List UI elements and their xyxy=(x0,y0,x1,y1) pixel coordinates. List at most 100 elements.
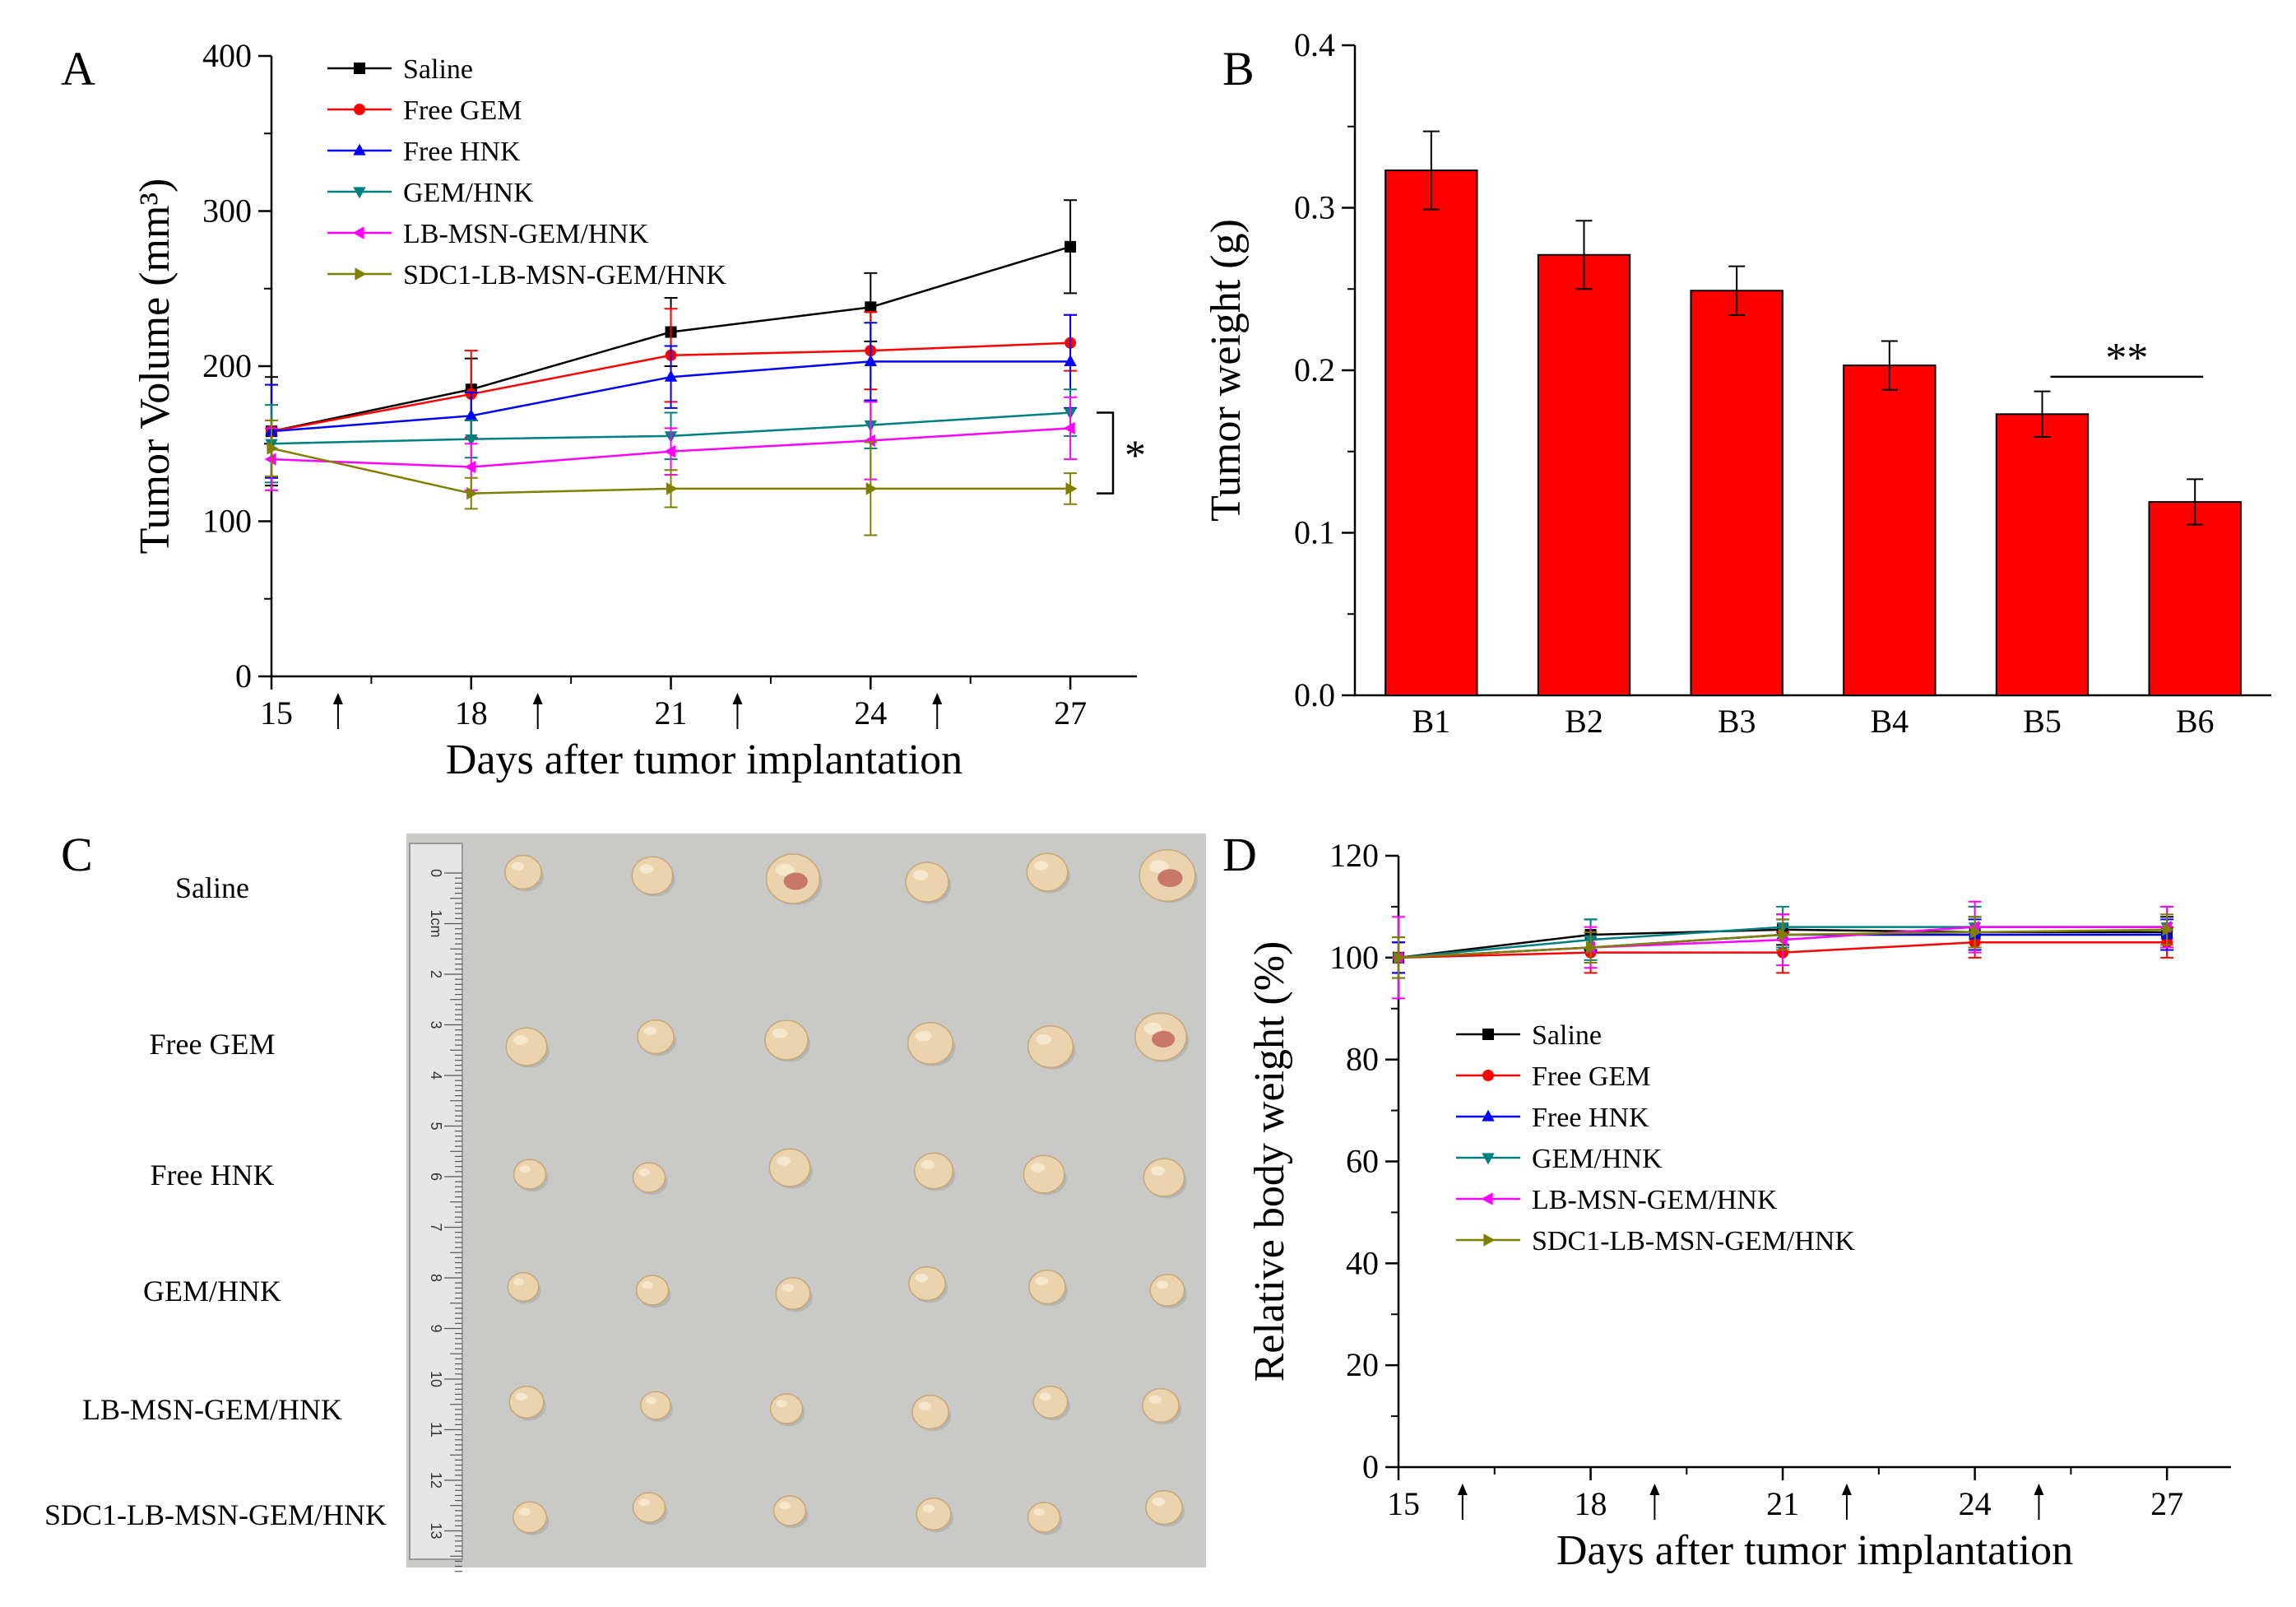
tumor-highlight xyxy=(1152,1497,1166,1506)
tumor-highlight xyxy=(1033,1508,1045,1516)
tumor-sample xyxy=(507,1271,540,1303)
series-sdc1-lb-msn-gem-hnk xyxy=(265,419,1078,536)
legend-marker xyxy=(1482,1153,1495,1165)
arrow-head xyxy=(932,693,943,704)
tumor-sample xyxy=(1026,852,1069,892)
legend-marker xyxy=(354,63,365,74)
tumor-sample xyxy=(1145,1489,1183,1526)
data-point xyxy=(1063,421,1075,435)
data-point xyxy=(1778,928,1790,941)
ruler-number: 12 xyxy=(428,1472,444,1489)
data-point xyxy=(664,369,678,382)
data-point xyxy=(865,482,878,495)
tumor-row xyxy=(513,1148,1187,1199)
y-tick-label: 400 xyxy=(202,37,252,74)
tumor-sample xyxy=(1028,1269,1066,1305)
x-tick-label: 21 xyxy=(655,694,688,732)
tumor-highlight xyxy=(518,1507,531,1516)
data-point xyxy=(1394,951,1406,964)
significance-star: * xyxy=(1125,433,1146,480)
arrow-head xyxy=(1649,1484,1660,1495)
legend-marker xyxy=(352,226,364,239)
legend-marker xyxy=(1481,1192,1493,1205)
tumor-highlight xyxy=(1033,861,1049,871)
ruler-number: 6 xyxy=(428,1173,444,1181)
tumor-sample xyxy=(635,1275,670,1306)
tumor-highlight xyxy=(913,870,929,880)
tumor-row xyxy=(505,1012,1190,1070)
row-label: SDC1-LB-MSN-GEM/HNK xyxy=(44,1498,387,1531)
row-label: Free GEM xyxy=(150,1028,276,1061)
x-tick-label: 24 xyxy=(854,694,887,732)
bar xyxy=(1843,365,1937,696)
ruler-number: 13 xyxy=(428,1522,444,1539)
y-tick-label: 80 xyxy=(1346,1041,1379,1078)
ruler-number: 4 xyxy=(428,1071,444,1080)
arrow-head xyxy=(332,693,343,704)
dosing-arrow-icon xyxy=(1457,1484,1468,1520)
y-tick-label: 120 xyxy=(1329,837,1379,874)
data-point xyxy=(865,301,877,314)
tumor-sample xyxy=(1023,1154,1065,1194)
legend-marker xyxy=(1482,1109,1495,1122)
tumor-highlight xyxy=(515,1392,528,1401)
tumor-highlight xyxy=(1036,1033,1052,1045)
legend-marker xyxy=(353,143,366,156)
x-tick-label: 15 xyxy=(260,694,293,732)
dosing-arrow-icon xyxy=(732,693,743,729)
arrow-head xyxy=(2034,1484,2044,1495)
tumor-highlight xyxy=(519,1165,531,1173)
data-point xyxy=(264,453,276,466)
tumor-sample xyxy=(632,1492,666,1523)
tumor-sample xyxy=(913,1152,954,1190)
x-tick-label: 15 xyxy=(1387,1485,1420,1522)
tumor-sample xyxy=(769,1393,804,1424)
legend-entry: Free HNK xyxy=(1532,1103,1649,1133)
tumor-sample xyxy=(508,1386,545,1419)
x-tick-label: B4 xyxy=(1870,703,1909,740)
tumor-row xyxy=(507,1266,1187,1312)
y-tick-label: 300 xyxy=(202,193,252,230)
tumor-sample xyxy=(1027,1025,1074,1068)
dosing-arrow-icon xyxy=(332,693,343,729)
y-tick-label: 100 xyxy=(202,503,252,540)
series-sdc1-lb-msn-gem-hnk xyxy=(1392,913,2174,979)
ruler-number: 9 xyxy=(428,1324,444,1332)
tumor-sample xyxy=(637,1019,675,1055)
y-tick-label: 100 xyxy=(1329,939,1379,976)
tumor-highlight xyxy=(643,1026,657,1035)
x-tick-label: B6 xyxy=(2176,703,2215,740)
tumor-highlight xyxy=(1150,1166,1166,1176)
data-point xyxy=(464,460,476,474)
legend-marker xyxy=(1483,1233,1496,1247)
tumor-blood xyxy=(783,872,808,890)
tumor-sample xyxy=(632,1162,666,1193)
tumor-sample xyxy=(768,1148,811,1187)
legend-marker xyxy=(355,267,367,281)
panel-label-b: B xyxy=(1222,42,1255,95)
dosing-arrow-icon xyxy=(932,693,943,729)
legend-entry: Free GEM xyxy=(403,95,522,126)
y-tick-label: 0.4 xyxy=(1294,26,1335,63)
tumor-row xyxy=(512,1489,1185,1535)
arrow-head xyxy=(1457,1484,1468,1495)
ruler-number: 5 xyxy=(428,1122,444,1130)
tumor-highlight xyxy=(1149,860,1169,873)
tumor-highlight xyxy=(775,864,795,876)
panel-label-c: C xyxy=(61,828,93,881)
legend-marker xyxy=(354,104,365,115)
x-tick-label: B3 xyxy=(1718,703,1756,740)
data-point xyxy=(267,442,279,455)
tumor-sample xyxy=(916,1498,952,1530)
y-tick-label: 0.0 xyxy=(1294,676,1335,713)
tumor-sample xyxy=(513,1159,547,1190)
data-point xyxy=(1065,482,1078,495)
tumor-row xyxy=(508,1386,1182,1432)
ruler-number: 11 xyxy=(428,1422,444,1437)
panel-b-chart: 0.0 0.1 0.2 0.3 0.4 Tumor weight (g) B1 B2 B3 B4 B… xyxy=(1203,26,2271,740)
tumor-sample xyxy=(764,1019,809,1061)
panel-a-chart: 0 100 200 300 400 15 18 21 24 27 Days after tumor … xyxy=(132,37,1146,783)
tumor-sample xyxy=(640,1391,671,1420)
data-point xyxy=(2162,923,2174,936)
x-tick-label: 24 xyxy=(1959,1485,1992,1522)
